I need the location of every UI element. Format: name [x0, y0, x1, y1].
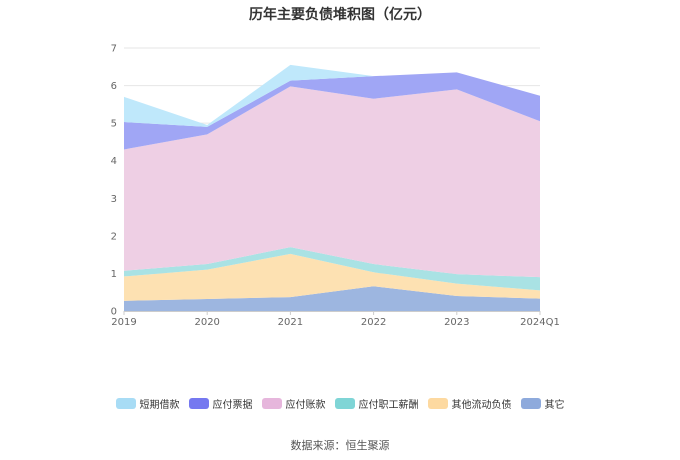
legend-item-other[interactable]: 其它 [520, 396, 565, 411]
legend-swatch [115, 398, 136, 409]
x-tick-label: 2022 [361, 317, 386, 328]
area-series-1 [124, 253, 540, 301]
y-tick-label: 1 [111, 269, 117, 280]
y-tick-label: 6 [111, 81, 117, 92]
x-tick-label: 2020 [194, 317, 219, 328]
x-tick-label: 2024Q1 [520, 317, 560, 328]
area-series-3 [124, 86, 540, 278]
data-source: 数据来源：恒生聚源 [290, 439, 390, 452]
y-tick-label: 7 [111, 44, 117, 55]
legend-label: 应付账款 [285, 400, 326, 411]
x-tick-label: 2019 [111, 317, 136, 328]
legend-item-short-term-loans[interactable]: 短期借款 [115, 396, 180, 411]
y-tick-label: 0 [111, 307, 117, 318]
y-tick-label: 2 [111, 231, 117, 242]
legend-swatch [427, 398, 448, 409]
legend-item-notes-payable[interactable]: 应付票据 [188, 396, 253, 411]
chart-legend: 短期借款 应付票据 应付账款 应付职工薪酬 其他流动负债 其它 [0, 396, 680, 411]
area-series-5 [124, 64, 540, 127]
x-tick-label: 2021 [278, 317, 303, 328]
area-series-0 [124, 286, 540, 311]
legend-swatch [334, 398, 355, 409]
legend-swatch [520, 398, 541, 409]
legend-label: 应付票据 [212, 400, 253, 411]
legend-label: 其它 [544, 400, 565, 411]
y-tick-label: 5 [111, 119, 117, 130]
y-tick-label: 3 [111, 194, 117, 205]
legend-item-employee-pay[interactable]: 应付职工薪酬 [334, 396, 419, 411]
legend-item-accounts-payable[interactable]: 应付账款 [261, 396, 326, 411]
legend-label: 短期借款 [139, 400, 180, 411]
legend-swatch [261, 398, 282, 409]
legend-item-other-current-liabilities[interactable]: 其他流动负债 [427, 396, 512, 411]
y-tick-label: 4 [111, 156, 117, 167]
legend-swatch [188, 398, 209, 409]
legend-label: 应付职工薪酬 [358, 400, 419, 411]
area-series-2 [124, 247, 540, 291]
legend-label: 其他流动负债 [451, 400, 512, 411]
x-tick-label: 2023 [444, 317, 469, 328]
area-series-4 [124, 72, 540, 150]
chart-title: 历年主要负债堆积图（亿元） [249, 7, 431, 23]
